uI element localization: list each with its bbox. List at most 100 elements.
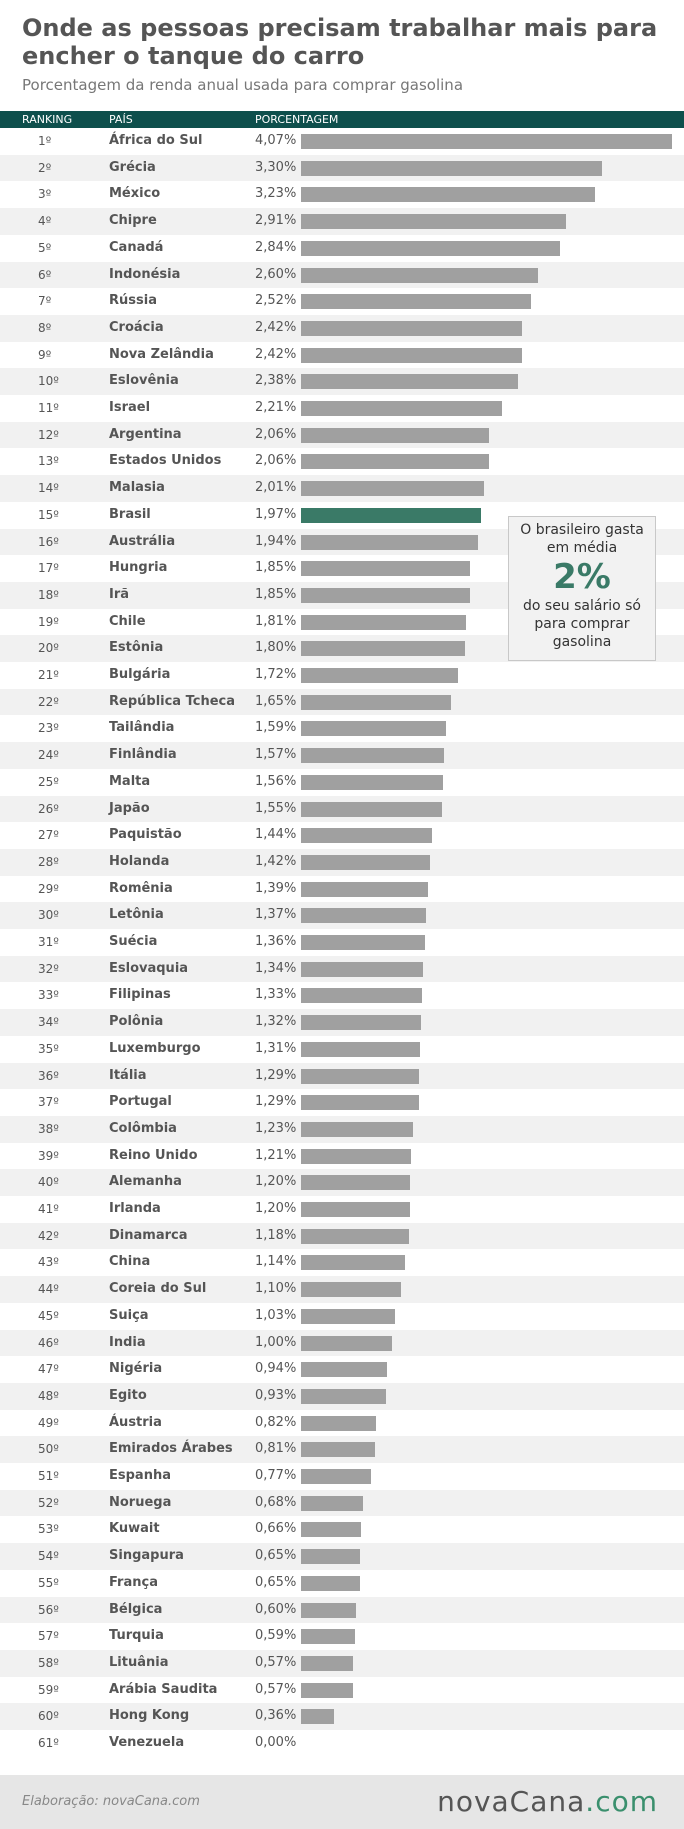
callout-line3: do seu salário só xyxy=(523,598,641,614)
rank-label: 56º xyxy=(38,1602,59,1617)
country-label: Grécia xyxy=(109,159,156,175)
country-label: Japão xyxy=(109,800,150,816)
table-row: 52º Noruega 0,68% xyxy=(0,1489,684,1517)
table-row: 11º Israel 2,21% xyxy=(0,395,684,422)
bar xyxy=(301,1148,412,1164)
percent-label: 1,33% xyxy=(255,987,297,1003)
rank-label: 44º xyxy=(38,1282,59,1297)
percent-label: 1,94% xyxy=(255,533,297,549)
percent-label: 1,10% xyxy=(255,1281,297,1297)
table-row: 33º Filipinas 1,33% xyxy=(0,982,684,1009)
percent-label: 2,42% xyxy=(255,346,297,362)
bar xyxy=(301,267,538,283)
rank-label: 33º xyxy=(38,988,59,1003)
percent-label: 0,94% xyxy=(255,1361,297,1377)
highlight-bar xyxy=(301,507,481,523)
percent-label: 1,20% xyxy=(255,1201,297,1216)
percent-label: 4,07% xyxy=(255,133,297,148)
table-row: 57º Turquia 0,59% xyxy=(0,1623,684,1650)
country-label: Romênia xyxy=(109,880,173,896)
country-label: Canadá xyxy=(109,239,164,255)
bar xyxy=(301,160,602,176)
table-row: 53º Kuwait 0,66% xyxy=(0,1516,684,1543)
country-label: Espanha xyxy=(109,1468,171,1483)
rank-label: 24º xyxy=(38,748,59,763)
rank-label: 18º xyxy=(38,587,59,602)
country-label: Venezuela xyxy=(109,1735,185,1750)
country-label: Estônia xyxy=(109,640,164,656)
percent-label: 0,82% xyxy=(255,1414,297,1430)
country-label: India xyxy=(109,1334,146,1350)
callout-line4: para comprar xyxy=(534,616,630,632)
percent-label: 1,29% xyxy=(255,1067,297,1083)
rank-label: 50º xyxy=(38,1442,59,1457)
percent-label: 0,66% xyxy=(255,1521,297,1537)
country-label: Bélgica xyxy=(109,1601,163,1617)
bar xyxy=(301,1709,334,1725)
percent-label: 2,01% xyxy=(255,480,297,496)
rank-label: 3º xyxy=(38,187,52,202)
table-row: 37º Portugal 1,29% xyxy=(0,1089,684,1116)
country-label: Turquia xyxy=(109,1628,164,1644)
bar xyxy=(301,320,522,336)
percent-label: 1,97% xyxy=(255,506,297,522)
table-row: 45º Suiça 1,03% xyxy=(0,1303,684,1330)
country-label: Portugal xyxy=(109,1094,172,1110)
table-row: 1º África do Sul 4,07% xyxy=(0,128,684,155)
country-label: Suiça xyxy=(109,1307,149,1323)
country-label: Singapura xyxy=(109,1548,184,1564)
percent-label: 0,57% xyxy=(255,1681,297,1697)
percent-label: 0,65% xyxy=(255,1574,297,1590)
bar xyxy=(301,1202,411,1217)
rank-label: 37º xyxy=(38,1095,59,1110)
country-label: Suécia xyxy=(109,934,158,949)
footer: Elaboração: novaCana.com novaCana.com xyxy=(0,1775,684,1829)
rank-label: 13º xyxy=(38,454,59,469)
rank-label: 8º xyxy=(38,320,52,335)
bar xyxy=(301,134,672,149)
percent-label: 0,00% xyxy=(255,1735,297,1750)
country-label: Malasia xyxy=(109,480,165,496)
table-row: 3º México 3,23% xyxy=(0,181,684,208)
table-row: 51º Espanha 0,77% xyxy=(0,1463,684,1490)
bar xyxy=(301,1095,419,1111)
callout-big-value: 2% xyxy=(553,557,611,597)
rank-label: 58º xyxy=(38,1655,59,1670)
bar xyxy=(301,1442,375,1458)
bar xyxy=(301,1228,409,1244)
rank-label: 27º xyxy=(38,828,59,843)
rank-label: 41º xyxy=(38,1202,59,1216)
bar xyxy=(301,641,466,657)
rank-label: 21º xyxy=(38,668,59,682)
bar xyxy=(301,1629,355,1645)
percent-label: 0,81% xyxy=(255,1441,297,1457)
country-label: Hong Kong xyxy=(109,1708,190,1724)
bar xyxy=(301,1522,362,1538)
percent-label: 1,56% xyxy=(255,773,297,789)
bar xyxy=(301,587,470,603)
percent-label: 1,36% xyxy=(255,934,297,949)
percent-label: 1,44% xyxy=(255,827,297,843)
rank-label: 43º xyxy=(38,1255,59,1270)
bar xyxy=(301,1575,361,1591)
bar xyxy=(301,961,424,977)
percent-label: 2,84% xyxy=(255,239,297,255)
table-row: 19º Chile 1,81% xyxy=(0,609,684,636)
percent-label: 0,93% xyxy=(255,1387,297,1403)
country-label: Croácia xyxy=(109,319,164,335)
bar xyxy=(301,374,518,390)
country-label: França xyxy=(109,1574,158,1590)
percent-label: 2,42% xyxy=(255,319,297,335)
rank-label: 30º xyxy=(38,908,59,923)
rank-label: 12º xyxy=(38,427,59,442)
table-row: 4º Chipre 2,91% xyxy=(0,208,684,235)
bar xyxy=(301,1308,395,1324)
table-row: 27º Paquistão 1,44% xyxy=(0,822,684,849)
rank-label: 47º xyxy=(38,1362,59,1377)
percent-label: 0,36% xyxy=(255,1708,297,1724)
rank-label: 7º xyxy=(38,294,52,309)
table-row: 58º Lituânia 0,57% xyxy=(0,1649,684,1677)
table-row: 36º Itália 1,29% xyxy=(0,1062,684,1090)
country-label: Nigéria xyxy=(109,1361,163,1377)
bar xyxy=(301,347,522,363)
